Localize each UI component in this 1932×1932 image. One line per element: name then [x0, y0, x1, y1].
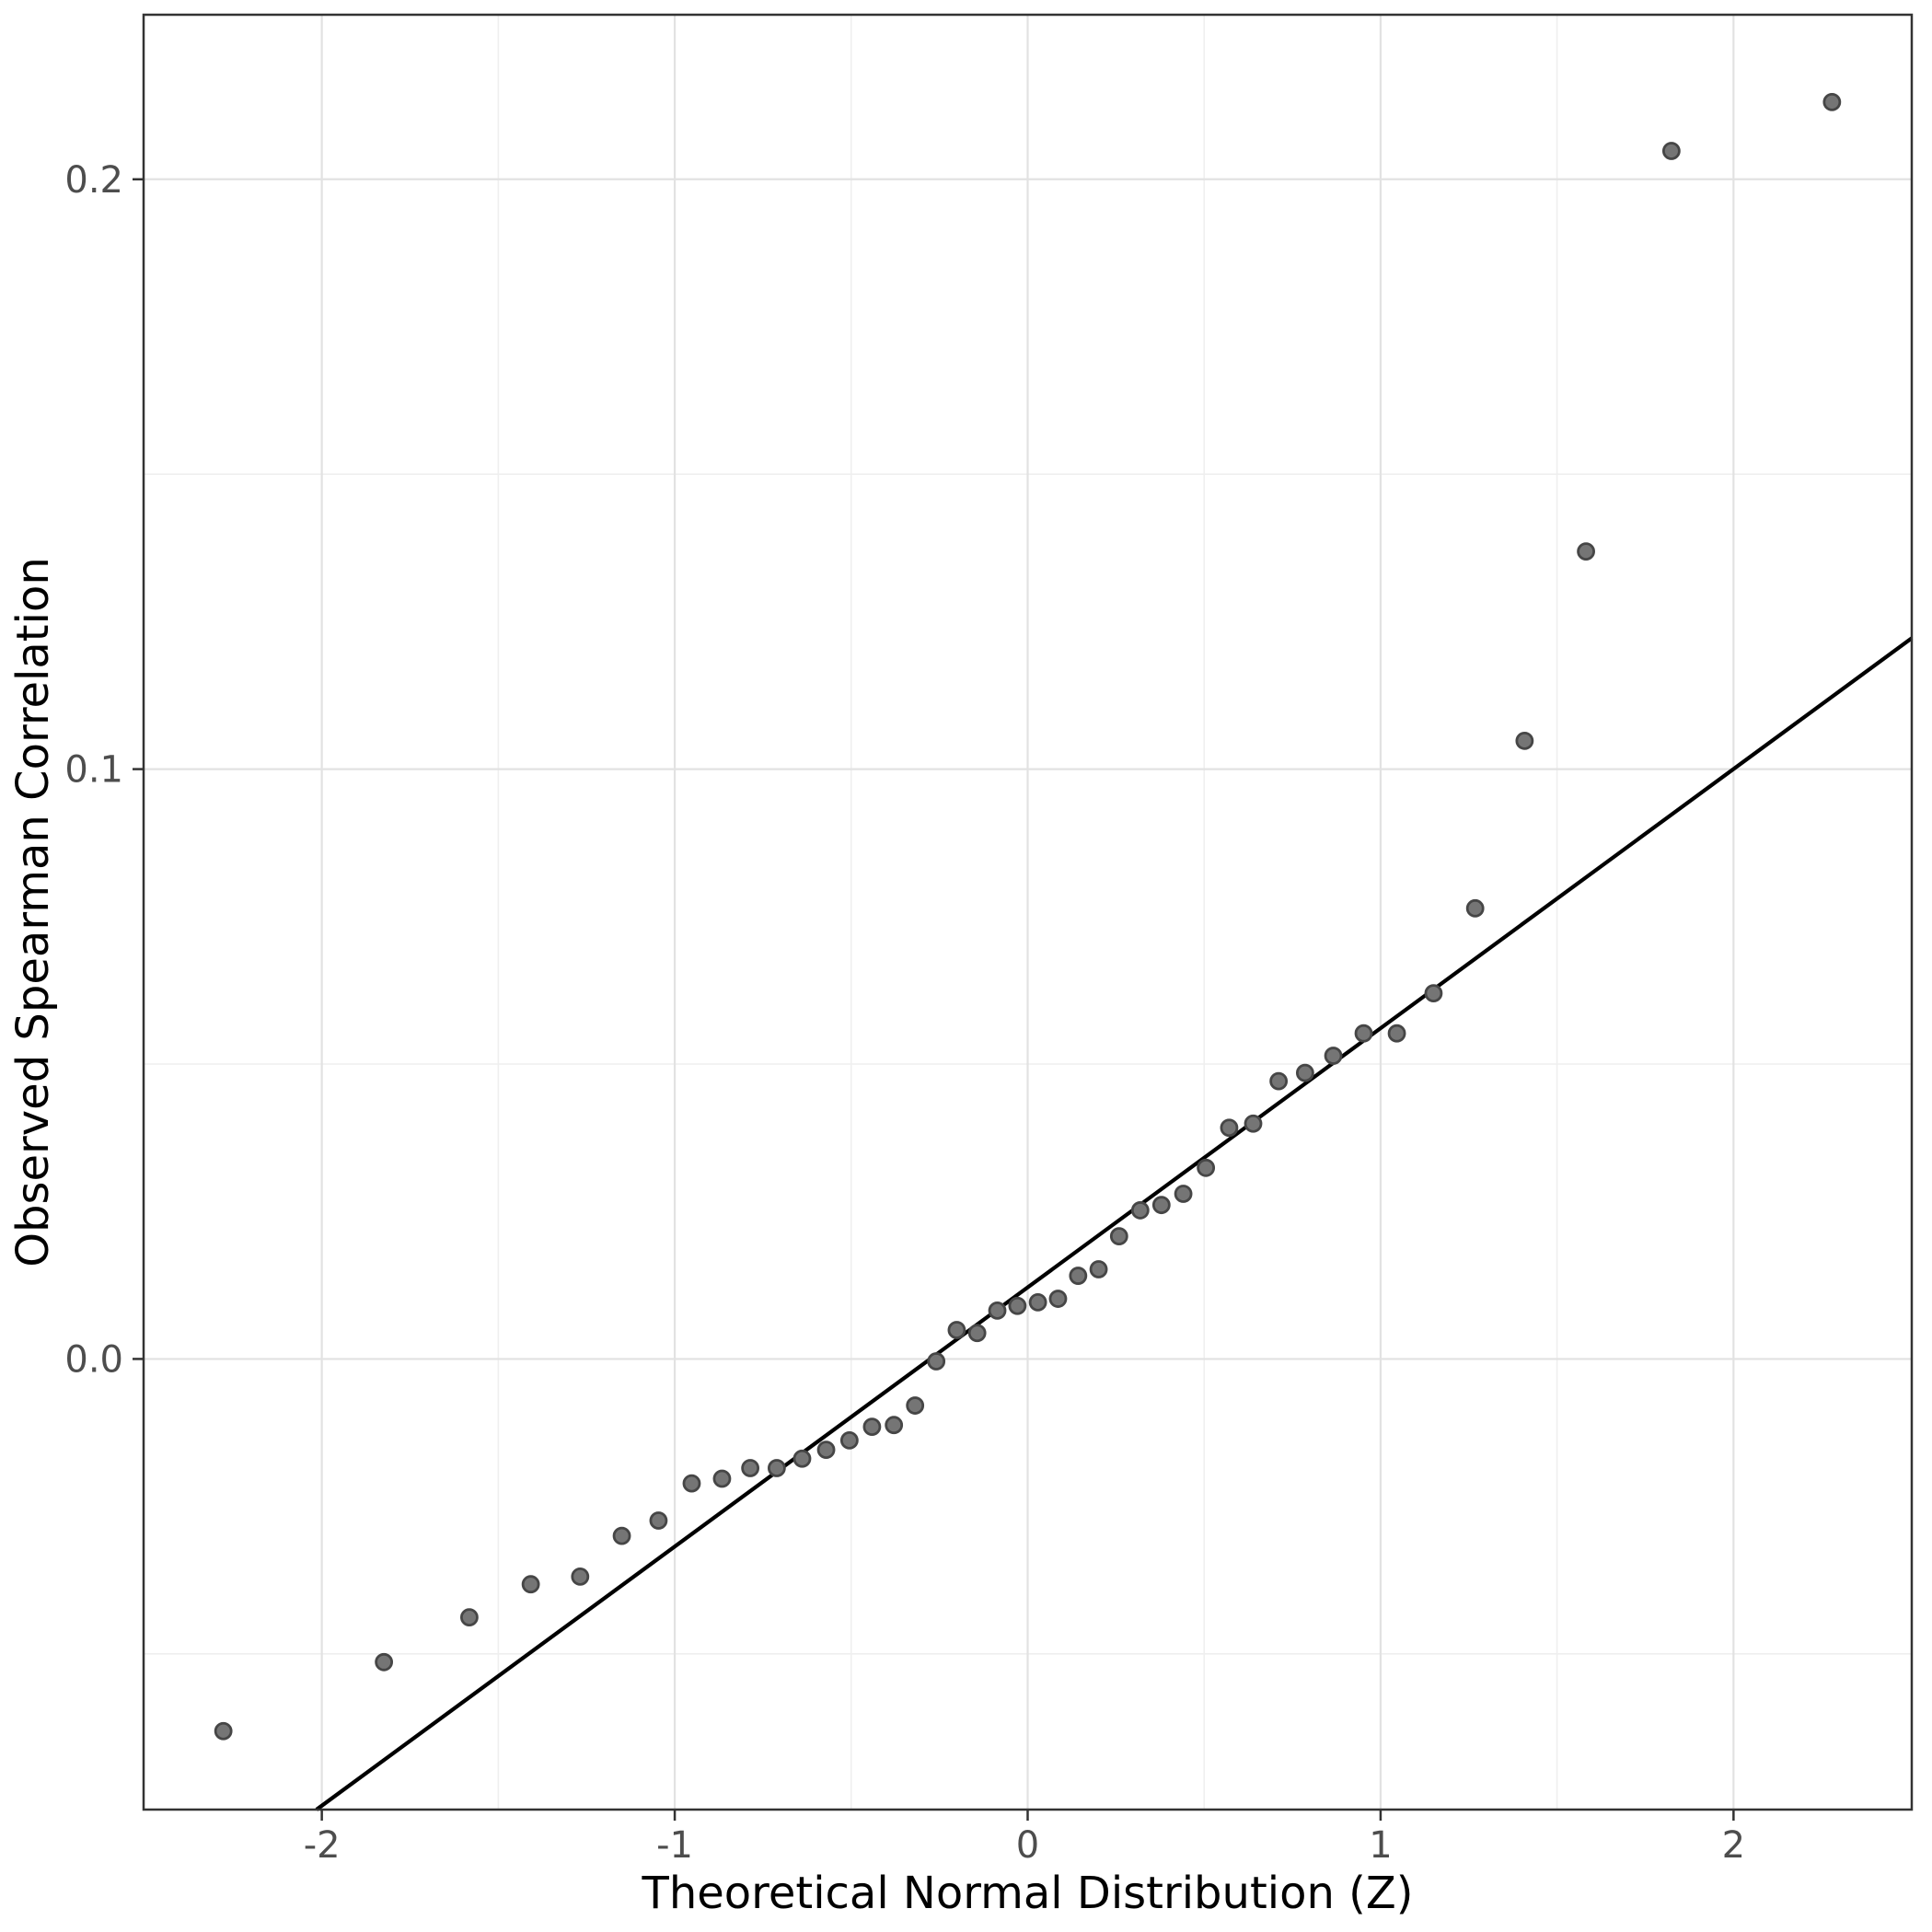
data-point: [1354, 1024, 1373, 1043]
data-point: [927, 1352, 946, 1371]
data-point: [460, 1608, 479, 1626]
data-point: [947, 1321, 966, 1339]
y-tick-label: 0.0: [64, 1338, 123, 1381]
data-point: [1130, 1201, 1150, 1220]
data-point: [816, 1440, 836, 1460]
data-point: [1577, 542, 1595, 561]
data-point: [682, 1474, 701, 1493]
data-point: [988, 1301, 1007, 1320]
data-point: [767, 1459, 786, 1477]
data-point: [792, 1449, 812, 1468]
y-axis-title: Observed Spearman Correlation: [7, 557, 59, 1267]
data-point: [1269, 1071, 1289, 1091]
data-point: [612, 1526, 631, 1545]
data-point: [1089, 1260, 1108, 1278]
data-point: [967, 1324, 987, 1343]
data-point: [1515, 731, 1534, 750]
data-point: [839, 1430, 859, 1450]
data-point: [1295, 1063, 1314, 1082]
data-point: [1324, 1047, 1343, 1065]
data-point: [1387, 1024, 1406, 1043]
data-point: [1069, 1267, 1088, 1285]
data-point: [906, 1396, 925, 1415]
data-point: [1174, 1185, 1193, 1203]
data-point: [741, 1459, 760, 1477]
data-point: [1465, 898, 1485, 918]
x-tick-label: -1: [656, 1824, 693, 1867]
data-point: [1109, 1227, 1128, 1246]
x-tick-label: 2: [1722, 1824, 1745, 1867]
data-point: [885, 1416, 904, 1435]
data-point: [1008, 1296, 1027, 1315]
data-point: [1244, 1114, 1263, 1133]
data-point: [1048, 1290, 1068, 1308]
data-point: [1661, 142, 1681, 160]
data-point: [521, 1575, 540, 1594]
x-tick-label: 0: [1016, 1824, 1039, 1867]
data-point: [712, 1469, 732, 1488]
data-point: [1822, 92, 1842, 111]
data-point: [862, 1417, 882, 1437]
data-point: [1028, 1292, 1047, 1312]
x-tick-label: -2: [304, 1824, 341, 1867]
data-point: [1151, 1196, 1171, 1215]
data-point: [1424, 984, 1443, 1003]
data-point: [1220, 1118, 1239, 1138]
x-tick-label: 1: [1369, 1824, 1392, 1867]
reference-line: [315, 636, 1914, 1811]
data-point: [214, 1721, 233, 1741]
data-point: [375, 1652, 394, 1672]
y-tick-label: 0.2: [64, 159, 123, 202]
x-axis-title: Theoretical Normal Distribution (Z): [642, 1868, 1414, 1919]
y-tick-label: 0.1: [64, 749, 123, 792]
data-point: [1197, 1158, 1216, 1177]
data-point: [571, 1567, 590, 1586]
data-point: [649, 1511, 668, 1530]
